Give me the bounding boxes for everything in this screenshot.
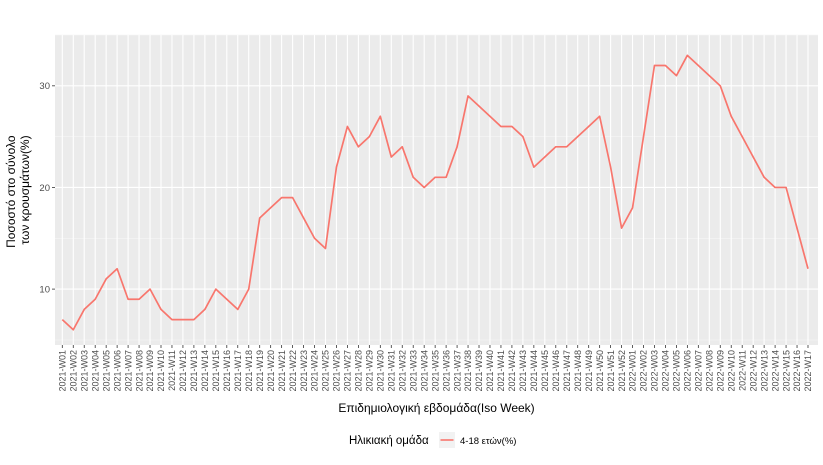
x-tick-label: 2021-W46	[551, 350, 561, 392]
x-tick-label: 2021-W11	[167, 350, 177, 391]
x-tick-label: 2021-W10	[156, 350, 166, 392]
x-tick-label: 2022-W14	[770, 350, 780, 392]
x-tick-label: 2022-W17	[803, 350, 813, 392]
x-tick-label: 2022-W13	[759, 350, 769, 392]
legend-label-4-18: 4-18 ετών(%)	[460, 436, 516, 447]
y-tick-label: 10	[39, 284, 50, 295]
x-tick-label: 2022-W08	[705, 350, 715, 392]
x-tick-label: 2021-W09	[145, 350, 155, 392]
x-tick-label: 2021-W43	[518, 350, 528, 392]
x-tick-label: 2021-W05	[101, 350, 111, 392]
x-tick-label: 2022-W15	[781, 350, 791, 392]
y-axis-title-line-1: Ποσοστό στο σύνολο	[4, 135, 18, 248]
x-tick-label: 2021-W13	[189, 350, 199, 392]
legend-title: Ηλικιακή ομάδα	[349, 435, 429, 447]
x-tick-label: 2021-W04	[90, 350, 100, 392]
x-tick-label: 2021-W48	[573, 350, 583, 392]
x-tick-label: 2021-W08	[134, 350, 144, 392]
x-tick-label: 2022-W04	[661, 350, 671, 392]
x-tick-label: 2022-W09	[715, 350, 725, 392]
y-tick-label: 20	[39, 183, 50, 194]
x-tick-label: 2021-W50	[595, 350, 605, 392]
x-tick-label: 2021-W35	[430, 350, 440, 392]
x-tick-label: 2021-W52	[617, 350, 627, 392]
x-tick-label: 2021-W45	[540, 350, 550, 392]
x-tick-label: 2021-W24	[310, 350, 320, 392]
x-tick-label: 2022-W05	[672, 350, 682, 392]
x-tick-label: 2021-W02	[68, 350, 78, 392]
x-tick-label: 2022-W07	[694, 350, 704, 392]
x-tick-label: 2021-W40	[485, 350, 495, 392]
x-tick-label: 2021-W29	[365, 350, 375, 392]
x-axis-title: Επιδημιολογική εβδομάδα(Iso Week)	[338, 401, 534, 415]
x-tick-label: 2021-W30	[376, 350, 386, 392]
x-tick-label: 2021-W01	[58, 350, 68, 392]
y-tick-label: 30	[39, 81, 50, 92]
x-axis-ticks: 2021-W01 2021-W02 2021-W03 2021-W04 2021-W05…	[58, 345, 813, 392]
y-axis-title: Ποσοστό στο σύνολο των κρουσμάτων(%)	[4, 132, 32, 248]
x-tick-label: 2021-W16	[222, 350, 232, 392]
x-tick-label: 2021-W22	[288, 350, 298, 392]
x-tick-label: 2021-W25	[321, 350, 331, 392]
x-tick-label: 2021-W41	[496, 350, 506, 392]
x-tick-label: 2021-W39	[474, 350, 484, 392]
x-tick-label: 2021-W31	[386, 350, 396, 392]
x-tick-label: 2021-W38	[463, 350, 473, 392]
x-tick-label: 2021-W15	[211, 350, 221, 392]
x-tick-label: 2022-W11	[737, 350, 747, 391]
x-tick-label: 2021-W20	[266, 350, 276, 392]
series-layer	[61, 54, 809, 331]
x-tick-label: 2021-W07	[123, 350, 133, 392]
y-axis-ticks: 10 20 30	[39, 81, 55, 295]
legend: Ηλικιακή ομάδα 4-18 ετών(%)	[349, 432, 516, 448]
x-tick-label: 2021-W21	[277, 350, 287, 392]
x-tick-label: 2022-W12	[748, 350, 758, 392]
x-tick-label: 2022-W06	[683, 350, 693, 392]
x-tick-label: 2021-W32	[397, 350, 407, 392]
x-tick-label: 2022-W02	[639, 350, 649, 392]
x-tick-label: 2021-W06	[112, 350, 122, 392]
x-tick-label: 2022-W01	[628, 350, 638, 392]
x-tick-label: 2021-W28	[354, 350, 364, 392]
x-tick-label: 2021-W19	[255, 350, 265, 392]
x-tick-label: 2022-W16	[792, 350, 802, 392]
x-tick-label: 2021-W03	[79, 350, 89, 392]
x-tick-label: 2022-W03	[650, 350, 660, 392]
x-tick-label: 2021-W33	[408, 350, 418, 392]
y-axis-title-line-2: των κρουσμάτων(%)	[18, 135, 32, 244]
x-tick-label: 2021-W44	[529, 350, 539, 392]
x-tick-label: 2021-W37	[452, 350, 462, 392]
x-tick-label: 2021-W12	[178, 350, 188, 392]
x-tick-label: 2021-W47	[562, 350, 572, 392]
x-tick-label: 2021-W51	[606, 350, 616, 392]
minor-gridlines	[55, 34, 818, 341]
x-tick-label: 2021-W23	[299, 350, 309, 392]
x-tick-label: 2021-W26	[332, 350, 342, 392]
x-tick-label: 2021-W18	[244, 350, 254, 392]
major-gridlines	[55, 35, 818, 345]
x-tick-label: 2021-W36	[441, 350, 451, 392]
x-tick-label: 2021-W49	[584, 350, 594, 392]
x-tick-label: 2021-W14	[200, 350, 210, 392]
series-line-4-18	[61, 54, 809, 331]
x-tick-label: 2021-W27	[343, 350, 353, 392]
x-tick-label: 2022-W10	[726, 350, 736, 392]
x-tick-label: 2021-W17	[233, 350, 243, 392]
plot-panel	[55, 35, 818, 345]
x-tick-label: 2021-W34	[419, 350, 429, 392]
x-tick-label: 2021-W42	[507, 350, 517, 392]
